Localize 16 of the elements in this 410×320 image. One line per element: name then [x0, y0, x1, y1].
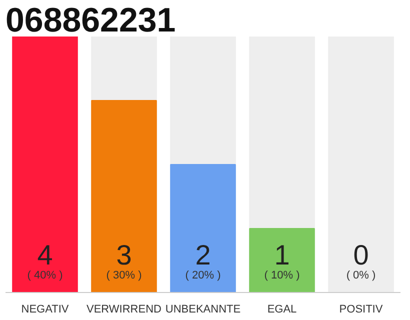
- annotation: 2: [195, 240, 211, 270]
- data-label: ( 20% ): [185, 270, 221, 282]
- data-label: ( 30% ): [106, 270, 142, 282]
- chart-title: 068862231: [6, 2, 176, 40]
- data-label: ( 0% ): [346, 270, 376, 282]
- annotation: 3: [116, 240, 132, 270]
- x-tick-label: NEGATIV: [21, 304, 70, 316]
- annotation: 4: [37, 240, 53, 270]
- x-tick-label: POSITIV: [339, 304, 384, 316]
- data-label: ( 10% ): [264, 270, 300, 282]
- x-tick-label: VERWIRREND: [86, 304, 162, 316]
- annotation: 0: [353, 240, 369, 270]
- x-tick-label: UNBEKANNTE: [165, 304, 241, 316]
- data-label: ( 40% ): [27, 270, 63, 282]
- x-tick-label: EGAL: [267, 304, 297, 316]
- annotation: 1: [274, 240, 290, 270]
